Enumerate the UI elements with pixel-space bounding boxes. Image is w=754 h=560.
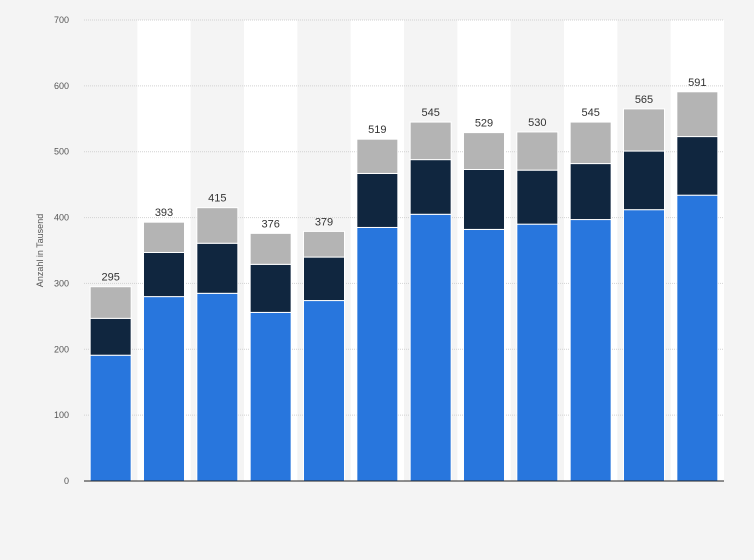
total-label-7: 545 — [421, 107, 439, 119]
total-label-6: 519 — [368, 124, 386, 136]
y-tick-label-200: 200 — [54, 344, 69, 354]
y-tick-label-500: 500 — [54, 147, 69, 157]
bar-segment-1-4 — [249, 311, 292, 482]
bar-segment-2-2 — [143, 251, 185, 298]
bar-segment-3-1 — [89, 286, 132, 319]
bar-segment-2-12 — [676, 136, 719, 196]
bar-segment-2-5 — [303, 256, 345, 302]
bar-segment-3-5 — [303, 230, 345, 258]
bar-segment-1-2 — [143, 296, 185, 482]
bar-segment-3-8 — [463, 132, 505, 170]
total-label-9: 530 — [528, 117, 546, 129]
y-tick-label-700: 700 — [54, 15, 69, 25]
bar-segment-2-6 — [356, 172, 399, 228]
total-label-5: 379 — [315, 216, 333, 228]
bar-segment-2-4 — [249, 263, 292, 313]
total-label-1: 295 — [101, 272, 119, 284]
bar-segment-3-3 — [196, 207, 239, 244]
bar-segment-1-10 — [569, 219, 612, 482]
bar-segment-3-9 — [516, 131, 559, 171]
bar-segment-1-3 — [196, 292, 239, 482]
total-label-8: 529 — [475, 118, 493, 130]
y-tick-label-600: 600 — [54, 81, 69, 91]
bar-segment-2-10 — [569, 163, 612, 221]
bar-segment-1-12 — [676, 194, 719, 482]
bar-segment-3-7 — [409, 121, 452, 161]
bar-segment-3-2 — [143, 221, 185, 253]
bar-segment-3-12 — [676, 91, 719, 138]
bar-segment-1-7 — [409, 213, 452, 482]
bar-segment-2-9 — [516, 169, 559, 225]
bar-segment-1-6 — [356, 226, 399, 482]
bar-segment-1-5 — [303, 300, 345, 482]
y-tick-label-0: 0 — [64, 476, 69, 486]
bar-segment-3-6 — [356, 138, 399, 174]
bar-segment-2-1 — [89, 317, 132, 356]
y-axis-title: Anzahl in Tausend — [35, 214, 45, 287]
y-tick-label-300: 300 — [54, 278, 69, 288]
total-label-3: 415 — [208, 193, 226, 205]
y-tick-label-400: 400 — [54, 213, 69, 223]
bar-segment-3-4 — [249, 232, 292, 265]
bar-segment-3-11 — [623, 108, 665, 152]
total-labels: 295 393 415 376 379 519 545 529 530 545 565 591 — [101, 77, 706, 284]
total-label-12: 591 — [688, 77, 706, 89]
bar-segment-2-11 — [623, 150, 665, 211]
total-label-4: 376 — [261, 218, 279, 230]
bar-segment-2-8 — [463, 168, 505, 230]
bars — [89, 91, 719, 482]
gridlines — [84, 19, 724, 416]
bar-segment-3-10 — [569, 121, 612, 165]
total-label-2: 393 — [155, 207, 173, 219]
bar-segment-2-7 — [409, 159, 452, 215]
total-label-10: 545 — [581, 107, 599, 119]
bar-segment-1-11 — [623, 209, 665, 482]
bar-segment-1-8 — [463, 228, 505, 482]
y-axis-ticks: 0 100 200 300 400 500 600 700 — [54, 15, 69, 486]
bar-segment-2-3 — [196, 242, 239, 294]
bar-segment-1-1 — [89, 354, 132, 482]
y-tick-label-100: 100 — [54, 410, 69, 420]
bar-segment-1-9 — [516, 223, 559, 482]
total-label-11: 565 — [635, 94, 653, 106]
